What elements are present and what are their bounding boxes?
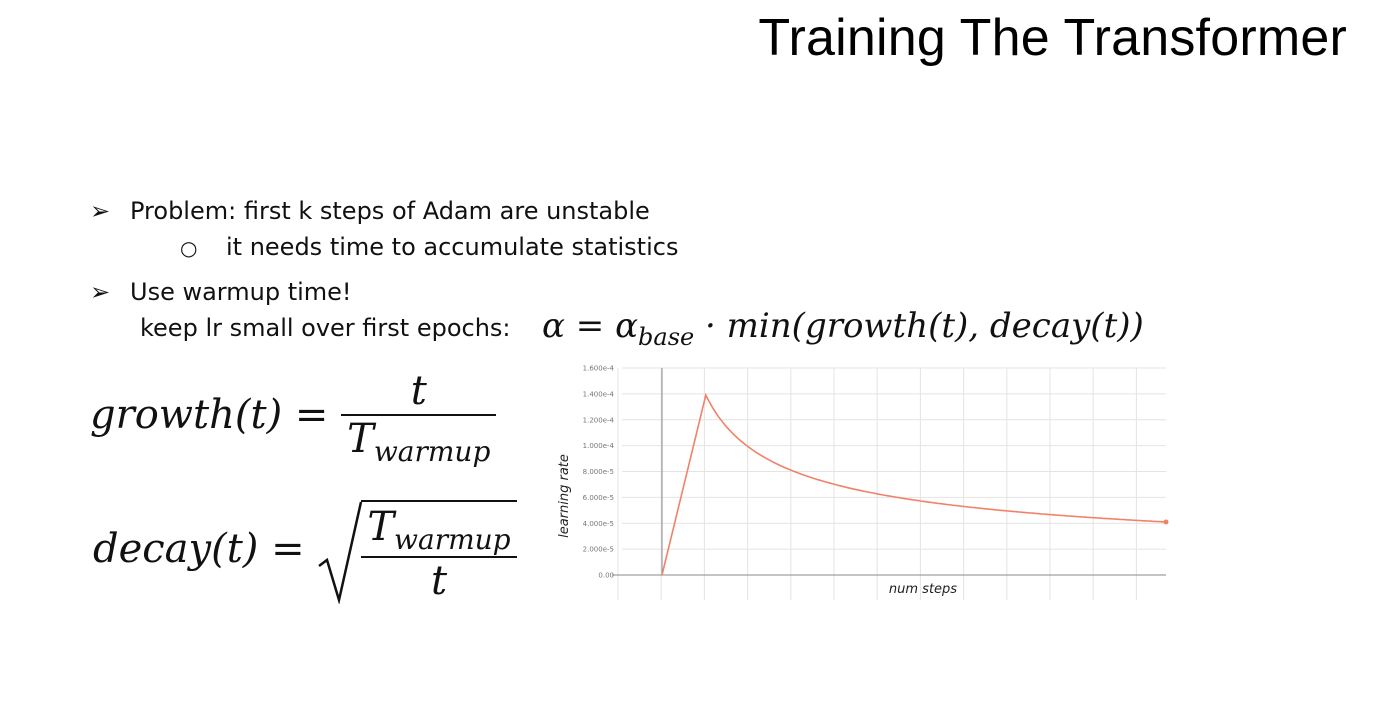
y-tick-labels: 0.00 2.000e-5 4.000e-5 6.000e-5 8.000e-5 1.00…	[583, 365, 615, 580]
lr-series-line	[661, 392, 1167, 576]
lr-formula-base: base	[638, 322, 695, 351]
y-tick-label: 1.600e-4	[583, 365, 615, 373]
y-tick-label: 2.000e-5	[583, 546, 614, 554]
decay-numerator-sub: warmup	[394, 523, 511, 556]
growth-denominator-sub: warmup	[373, 435, 491, 468]
bullet-problem-text: Problem: first k steps of Adam are unsta…	[130, 197, 650, 225]
growth-fraction: t Twarmup	[341, 368, 497, 468]
decay-numerator-T: T	[367, 504, 395, 550]
lr-formula-min: · min(growth(t), decay(t))	[705, 306, 1144, 346]
growth-numerator: t	[410, 368, 427, 414]
decay-fraction: Twarmup t	[361, 500, 517, 604]
lr-formula: α = αbase · min(growth(t), decay(t))	[542, 306, 1144, 351]
decay-lhs: decay(t) =	[93, 526, 305, 572]
sqrt-sign-icon	[318, 501, 363, 604]
arrow-bullet-icon: ➢	[90, 197, 111, 225]
y-tick-label: 4.000e-5	[583, 520, 614, 528]
learning-rate-chart: 0.00 2.000e-5 4.000e-5 6.000e-5 8.000e-5 1.00…	[557, 365, 1169, 600]
y-tick-label: 1.400e-4	[583, 390, 615, 398]
bullet-problem: ➢ Problem: first k steps of Adam are unst…	[90, 197, 650, 225]
y-tick-label: 0.00	[598, 572, 614, 580]
bullet-warmup-text: Use warmup time!	[130, 278, 352, 306]
decay-sqrt: Twarmup t	[317, 500, 517, 604]
decay-numerator: Twarmup	[361, 504, 516, 556]
circle-bullet-icon: ○	[180, 236, 198, 260]
growth-lhs: growth(t) =	[90, 392, 329, 438]
growth-denominator-T: T	[347, 416, 374, 462]
slide-title: Training The Transformer	[758, 9, 1347, 67]
bullet-problem-sub-text: it needs time to accumulate statistics	[226, 233, 679, 261]
lr-formula-alpha: α = α	[542, 306, 639, 346]
growth-formula: growth(t) = t Twarmup	[90, 368, 497, 468]
chart-grid	[612, 367, 1166, 600]
y-axis-label: learning rate	[557, 454, 572, 538]
lr-series-end-point	[1163, 519, 1169, 525]
decay-formula: decay(t) = Twarmup t	[93, 500, 517, 604]
y-tick-label: 6.000e-5	[583, 494, 614, 502]
bullet-problem-sub: ○ it needs time to accumulate statistics	[180, 233, 678, 261]
x-axis-label: num steps	[889, 582, 957, 597]
decay-denominator: t	[361, 556, 517, 604]
y-tick-label: 8.000e-5	[583, 468, 614, 476]
arrow-bullet-icon: ➢	[90, 278, 111, 306]
growth-denominator: Twarmup	[341, 414, 497, 468]
y-tick-label: 1.200e-4	[583, 416, 615, 424]
y-tick-label: 1.000e-4	[583, 442, 615, 450]
keep-lr-line: keep lr small over first epochs:	[140, 314, 511, 342]
bullet-warmup: ➢ Use warmup time!	[90, 278, 352, 306]
